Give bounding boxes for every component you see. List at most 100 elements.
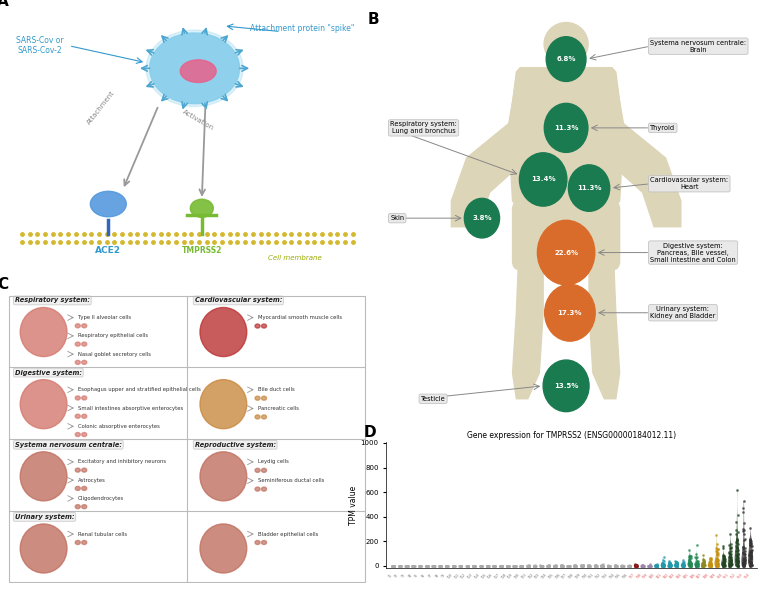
Point	[657, 561, 669, 571]
Point	[441, 561, 453, 571]
Point	[737, 559, 750, 568]
Point	[556, 561, 568, 571]
Ellipse shape	[181, 60, 216, 82]
Point	[597, 561, 609, 570]
Point	[679, 558, 691, 567]
Point	[737, 545, 749, 554]
Point	[516, 561, 528, 571]
Point	[643, 561, 656, 570]
Text: 13.4%: 13.4%	[531, 177, 555, 183]
Point	[555, 561, 568, 571]
Point	[534, 561, 546, 570]
Point	[629, 561, 641, 571]
Point	[665, 560, 677, 570]
Point	[454, 561, 466, 571]
Text: T22: T22	[528, 573, 535, 580]
Text: A: A	[0, 0, 8, 9]
Point	[664, 558, 676, 568]
Point	[744, 551, 757, 560]
Point	[724, 561, 737, 570]
Point	[568, 561, 581, 570]
Point	[454, 561, 467, 571]
Point	[649, 560, 662, 570]
Point	[665, 560, 677, 570]
Point	[442, 561, 454, 571]
Circle shape	[82, 324, 86, 328]
Point	[656, 561, 668, 570]
Point	[523, 561, 535, 571]
Point	[555, 561, 567, 571]
Point	[496, 561, 508, 571]
Point	[731, 552, 744, 561]
Point	[461, 561, 473, 571]
Point	[664, 558, 676, 568]
Point	[745, 558, 757, 568]
Point	[630, 561, 642, 571]
Point	[536, 561, 549, 571]
Point	[656, 558, 669, 568]
Point	[682, 560, 695, 569]
Circle shape	[146, 30, 243, 107]
Point	[563, 561, 575, 571]
Point	[610, 561, 622, 571]
Point	[617, 561, 629, 571]
Point	[737, 548, 750, 558]
Point	[725, 556, 737, 565]
Point	[610, 561, 622, 571]
Point	[724, 551, 736, 561]
Point	[737, 559, 749, 568]
Point	[656, 559, 669, 568]
Point	[548, 561, 560, 570]
Point	[529, 561, 541, 570]
Point	[503, 561, 515, 571]
Point	[536, 561, 549, 571]
Point	[744, 561, 756, 571]
Point	[698, 561, 710, 570]
Point	[515, 561, 527, 571]
Point	[395, 561, 407, 571]
Point	[718, 561, 730, 570]
Point	[422, 561, 434, 571]
Point	[440, 561, 452, 571]
Point	[644, 561, 656, 571]
Point	[535, 561, 547, 571]
Circle shape	[546, 37, 586, 81]
Point	[427, 561, 439, 571]
Text: Leydig cells: Leydig cells	[258, 459, 288, 464]
Point	[670, 557, 682, 567]
Point	[658, 561, 670, 570]
Point	[678, 560, 690, 569]
Point	[683, 554, 695, 564]
Point	[678, 561, 690, 570]
Point	[400, 561, 412, 571]
Point	[414, 561, 426, 571]
Point	[548, 561, 560, 571]
Point	[703, 560, 715, 570]
Point	[651, 561, 663, 570]
Point	[622, 561, 634, 571]
Point	[718, 560, 730, 569]
Point	[725, 552, 737, 562]
Point	[467, 561, 480, 571]
Point	[548, 561, 560, 571]
Point	[711, 546, 724, 555]
Point	[732, 557, 744, 566]
Point	[568, 561, 581, 571]
Circle shape	[75, 468, 80, 472]
Point	[401, 561, 413, 571]
Point	[622, 561, 634, 571]
Point	[665, 560, 677, 570]
Point	[662, 560, 675, 569]
Point	[683, 556, 695, 565]
Point	[555, 561, 568, 571]
Point	[388, 561, 400, 571]
Point	[568, 561, 581, 570]
Point	[717, 561, 729, 571]
Point	[744, 548, 757, 557]
Point	[691, 558, 703, 567]
Point	[475, 561, 487, 571]
Point	[724, 543, 736, 552]
Point	[698, 557, 710, 567]
Point	[649, 561, 662, 571]
Text: Excitatory and inhibitory neurons: Excitatory and inhibitory neurons	[78, 459, 166, 464]
